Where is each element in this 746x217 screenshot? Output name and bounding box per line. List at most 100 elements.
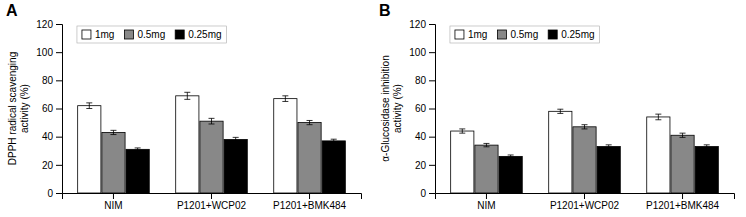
y-tick-label: 0 [47,188,53,199]
bar [322,141,345,193]
x-tick-label: P1201+WCP02 [550,200,620,211]
bar [200,121,223,193]
bar [102,132,125,193]
y-tick-label: 20 [42,160,54,171]
series [126,137,345,193]
error-bar [508,155,514,158]
legend-item: 1mg [82,29,114,40]
y-tick-mark [56,52,62,53]
x-tick: NIM [104,193,122,211]
bar [671,135,694,193]
x-tick-mark [584,193,585,199]
legend-label: 0.25mg [188,29,221,40]
bar [126,149,149,193]
error-bar [86,103,92,109]
bar [499,156,522,193]
bar [298,123,321,193]
chart-root: NIMP1201+WCP02P1201+BMK48402040608010012… [0,0,746,217]
x-tick-label: NIM [477,200,495,211]
axis-domain [429,25,436,194]
legend-frame [77,26,227,43]
error-bar [704,145,710,148]
y-tick: 40 [42,131,62,142]
y-tick-label: 60 [42,103,54,114]
legend-item: 0.25mg [548,29,594,40]
x-tick-label: P1201+BMK484 [646,200,720,211]
legend-swatch [124,30,133,39]
legend: 1mg 0.5mg 0.25mg [77,26,227,43]
error-bar [110,130,116,134]
legend-label: 0.25mg [561,29,594,40]
legend: 1mg 0.5mg 0.25mg [450,26,600,43]
x-tick: NIM [477,193,495,211]
y-tick-label: 80 [415,75,427,86]
plot-area: NIMP1201+WCP02P1201+BMK48402040608010012… [7,19,362,211]
y-tick: 0 [47,188,62,199]
x-tick: P1201+WCP02 [550,193,620,211]
y-tick-label: 80 [42,75,54,86]
error-bar [680,133,686,137]
y-tick-label: 40 [415,131,427,142]
error-bar [582,125,588,129]
legend-label: 0.5mg [510,29,538,40]
x-tick: P1201+BMK484 [273,193,347,211]
series [475,125,694,193]
panel-label: B [379,2,391,19]
y-tick-mark [429,109,435,110]
y-tick: 100 [36,47,62,58]
y-tick-mark [429,165,435,166]
panel: NIMP1201+WCP02P1201+BMK48402040608010012… [379,2,735,211]
error-bar [135,148,141,151]
y-tick-mark [56,24,62,25]
series [102,118,321,193]
x-tick-label: P1201+WCP02 [177,200,247,211]
error-bar [233,137,239,141]
y-tick-label: 60 [415,103,427,114]
y-tick: 80 [42,75,62,86]
y-tick: 60 [415,103,435,114]
x-tick-mark [113,193,114,199]
series [451,109,670,193]
x-tick-mark [309,193,310,199]
legend-item: 0.5mg [124,29,165,40]
error-bar [307,120,313,124]
error-bar [606,145,612,148]
legend-swatch [548,30,557,39]
y-tick-mark [429,137,435,138]
y-tick-mark [56,165,62,166]
x-tick-mark [486,193,487,199]
legend-swatch [175,30,184,39]
x-axis: NIM P1201+WCP02 P1201+BMK484 [63,193,362,211]
y-axis: 020406080100120 [409,19,435,199]
y-tick: 20 [415,160,435,171]
bar [451,131,474,193]
bar [274,99,297,193]
legend-swatch [455,30,464,39]
bar [647,117,670,193]
y-tick-mark [429,24,435,25]
x-tick-mark [682,193,683,199]
error-bar [459,129,465,133]
error-bar [282,96,288,102]
y-tick: 0 [420,188,435,199]
y-tick: 40 [415,131,435,142]
legend-item: 0.5mg [497,29,538,40]
y-tick-mark [429,80,435,81]
y-tick: 60 [42,103,62,114]
plot-area: NIMP1201+WCP02P1201+BMK48402040608010012… [380,19,735,211]
y-tick-mark [429,193,435,194]
series [78,92,297,193]
y-tick-mark [56,80,62,81]
x-axis: NIM P1201+WCP02 P1201+BMK484 [436,193,735,211]
bar [176,96,199,193]
error-bar [655,114,661,120]
error-bar [557,109,563,113]
legend-label: 0.5mg [137,29,165,40]
bar [475,145,498,193]
y-tick-mark [56,137,62,138]
bar [695,147,718,193]
y-tick-label: 40 [42,131,54,142]
legend-item: 1mg [455,29,487,40]
y-axis-label: α-Glucosidase inhibitionactivity (%) [380,55,403,161]
axis-domain [436,194,735,200]
